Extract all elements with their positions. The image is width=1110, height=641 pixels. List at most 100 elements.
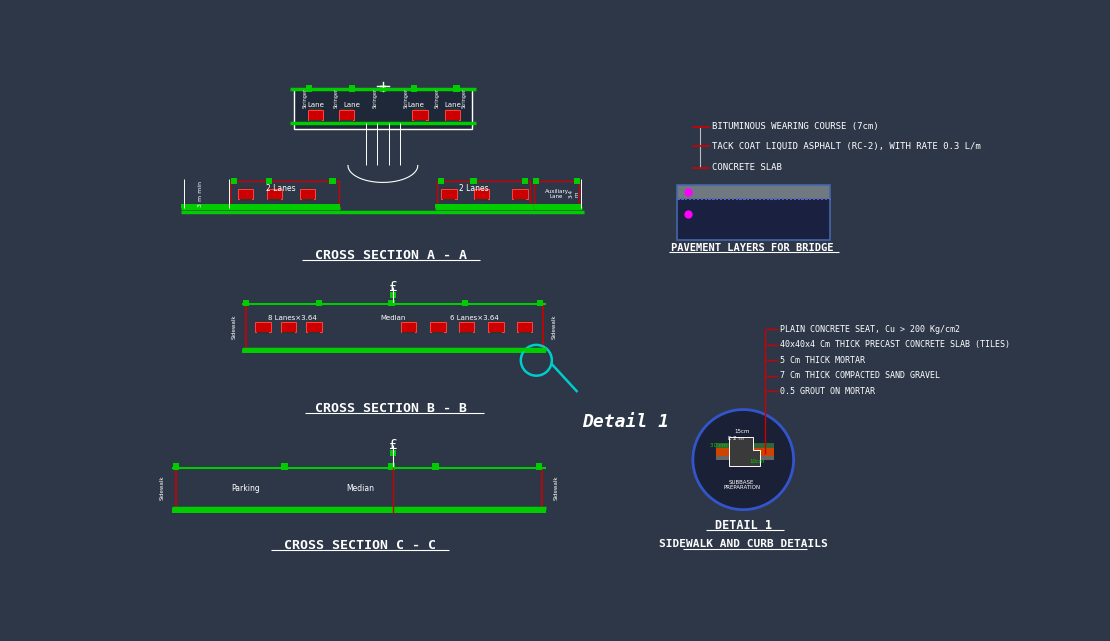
Bar	[490, 320, 502, 322]
Text: BITUMINOUS WEARING COURSE (7cm): BITUMINOUS WEARING COURSE (7cm)	[713, 122, 879, 131]
Text: CROSS SECTION C - C: CROSS SECTION C - C	[284, 538, 435, 551]
Bar	[172, 508, 546, 513]
Bar	[443, 199, 455, 201]
Bar	[462, 300, 468, 306]
Text: Lane: Lane	[407, 102, 425, 108]
Text: 40x40x4 Cm THICK PRECAST CONCRETE SLAB (TILES): 40x40x4 Cm THICK PRECAST CONCRETE SLAB (…	[780, 340, 1010, 349]
Bar	[307, 320, 320, 322]
Text: Auxiliary
Lane: Auxiliary Lane	[545, 188, 568, 199]
Bar	[388, 300, 394, 306]
Bar	[294, 89, 472, 129]
Bar	[535, 463, 542, 470]
Bar	[574, 178, 579, 184]
Bar	[443, 187, 455, 189]
Text: Stringer: Stringer	[373, 88, 377, 108]
Text: 2 Lanes: 2 Lanes	[458, 184, 488, 193]
Bar	[302, 187, 314, 189]
Text: PAVEMENT LAYERS FOR BRIDGE: PAVEMENT LAYERS FOR BRIDGE	[672, 243, 834, 253]
Bar	[266, 178, 272, 184]
Bar	[446, 121, 458, 122]
Bar	[339, 110, 354, 121]
Bar	[445, 110, 461, 121]
Bar	[475, 187, 487, 189]
Bar	[716, 456, 775, 460]
Bar	[453, 85, 460, 92]
Bar	[256, 320, 269, 322]
Polygon shape	[729, 437, 760, 466]
Text: CROSS SECTION B - B: CROSS SECTION B - B	[314, 401, 466, 415]
Bar	[330, 178, 335, 184]
Text: Sidewalk: Sidewalk	[160, 476, 164, 501]
Bar	[716, 448, 775, 456]
Bar	[243, 300, 249, 306]
Bar	[390, 449, 396, 456]
Bar	[488, 322, 504, 332]
Text: PLAIN CONCRETE SEAT, Cu > 200 Kg/cm2: PLAIN CONCRETE SEAT, Cu > 200 Kg/cm2	[780, 325, 960, 334]
Bar	[341, 108, 353, 110]
Bar	[522, 178, 527, 184]
Text: E 2 m: E 2 m	[727, 437, 744, 441]
Bar	[181, 204, 341, 208]
Text: Sidewalk: Sidewalk	[552, 315, 556, 340]
Text: CONCRETE SLAB: CONCRETE SLAB	[713, 163, 783, 172]
Bar	[310, 108, 322, 110]
Bar	[458, 322, 474, 332]
Bar	[414, 121, 426, 122]
Text: TACK COAT LIQUID ASPHALT (RC-2), WITH RATE 0.3 L/m: TACK COAT LIQUID ASPHALT (RC-2), WITH RA…	[713, 142, 981, 151]
Text: 6 Lanes×3.64: 6 Lanes×3.64	[450, 315, 498, 321]
Bar	[269, 199, 281, 201]
Bar	[677, 185, 830, 199]
Text: £: £	[388, 438, 397, 452]
Text: Median: Median	[346, 483, 374, 492]
Bar	[514, 187, 526, 189]
Bar	[307, 332, 320, 335]
Bar	[441, 189, 456, 199]
Bar	[256, 332, 269, 335]
Bar	[245, 304, 543, 349]
Bar	[230, 181, 339, 208]
Bar	[411, 85, 417, 92]
Bar	[517, 322, 533, 332]
Bar	[302, 199, 314, 201]
Bar	[518, 332, 531, 335]
Text: Sidewalk: Sidewalk	[553, 476, 558, 501]
Bar	[316, 300, 322, 306]
Bar	[490, 332, 502, 335]
Bar	[349, 85, 355, 92]
Bar	[390, 292, 396, 298]
Text: 10cm: 10cm	[749, 460, 765, 465]
Text: Lane: Lane	[444, 102, 461, 108]
Bar	[402, 320, 415, 322]
Bar	[446, 108, 458, 110]
Text: Parking: Parking	[231, 483, 260, 492]
Text: DETAIL 1: DETAIL 1	[715, 519, 771, 531]
Text: SUBBASE
PREPARATION: SUBBASE PREPARATION	[723, 479, 760, 490]
Bar	[474, 189, 490, 199]
Bar	[238, 189, 253, 199]
Bar	[518, 320, 531, 322]
Text: Sidewalk: Sidewalk	[232, 315, 236, 340]
Bar	[240, 187, 252, 189]
Bar	[677, 199, 830, 240]
Bar	[475, 199, 487, 201]
Bar	[307, 110, 323, 121]
Bar	[231, 178, 238, 184]
Bar	[294, 89, 472, 129]
Bar	[402, 332, 415, 335]
Bar	[677, 185, 830, 240]
Text: Lane: Lane	[307, 102, 324, 108]
Text: 7 Cm THICK COMPACTED SAND GRAVEL: 7 Cm THICK COMPACTED SAND GRAVEL	[780, 371, 940, 380]
Bar	[269, 187, 281, 189]
Bar	[471, 178, 476, 184]
Bar	[341, 121, 353, 122]
Text: Lane: Lane	[343, 102, 361, 108]
Text: SIDEWALK AND CURB DETAILS: SIDEWALK AND CURB DETAILS	[659, 539, 828, 549]
Bar	[437, 181, 531, 208]
Text: 30 cm: 30 cm	[709, 443, 727, 448]
Text: 0.5 GROUT ON MORTAR: 0.5 GROUT ON MORTAR	[780, 387, 876, 395]
Bar	[306, 322, 322, 332]
Text: 15cm: 15cm	[734, 429, 749, 433]
Bar	[310, 121, 322, 122]
Bar	[533, 178, 539, 184]
Bar	[281, 322, 296, 332]
